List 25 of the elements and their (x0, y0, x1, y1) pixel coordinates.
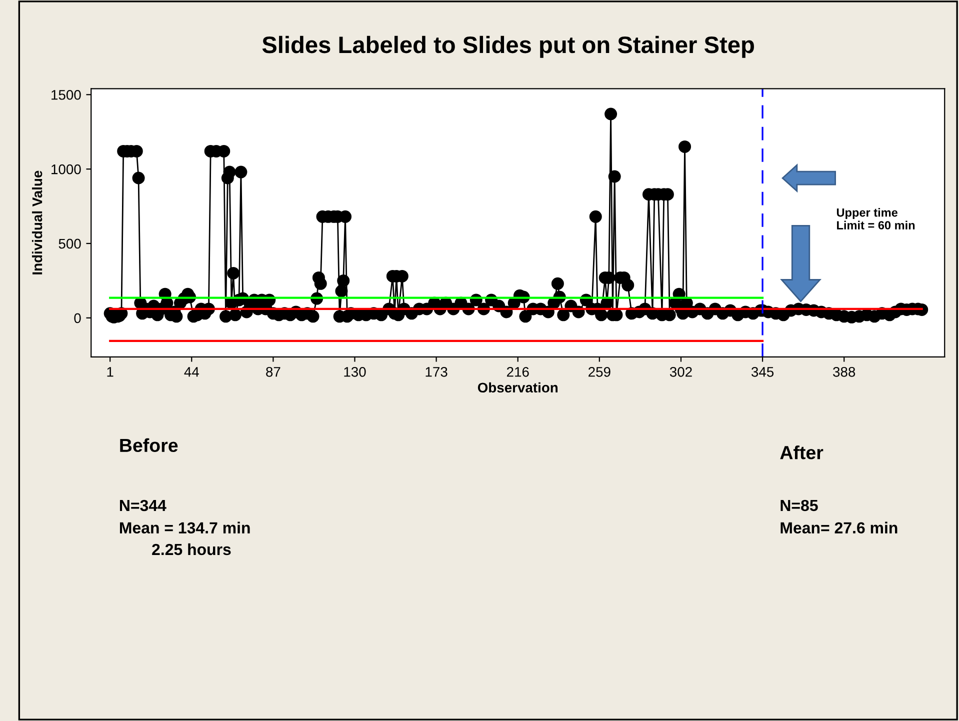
text: N=85 (780, 500, 818, 512)
x-tick-label: 345 (751, 366, 774, 377)
text: Mean= 27.6 min (780, 522, 898, 534)
x-tick-label: 44 (184, 367, 199, 377)
text: Before (120, 438, 178, 452)
x-axis-title: Observation (478, 382, 558, 393)
y-tick-label: 1000 (52, 164, 81, 174)
text: After (780, 445, 824, 460)
x-tick-label: 173 (426, 366, 448, 377)
x-tick-label: 388 (833, 366, 856, 377)
chart-title: Slides Labeled to Slides put on Stainer Step (262, 36, 754, 58)
annotation: Upper time Limit = 60 min (836, 208, 915, 230)
y-tick-label: 0 (74, 313, 81, 324)
text: Mean = 134.7 min (120, 522, 250, 534)
text: N=344 (120, 500, 166, 512)
x-tick-label: 216 (506, 366, 529, 377)
x-tick-label: 259 (588, 366, 610, 377)
x-tick-label: 302 (670, 366, 692, 377)
y-tick-label: 1500 (52, 90, 81, 100)
x-tick-label: 87 (266, 366, 280, 377)
y-tick-label: 500 (58, 238, 81, 249)
x-tick-label: 130 (344, 366, 366, 377)
y-axis-title: Individual Value (32, 170, 42, 274)
text: 2.25 hours (152, 543, 231, 556)
x-tick-label: 1 (107, 367, 114, 377)
